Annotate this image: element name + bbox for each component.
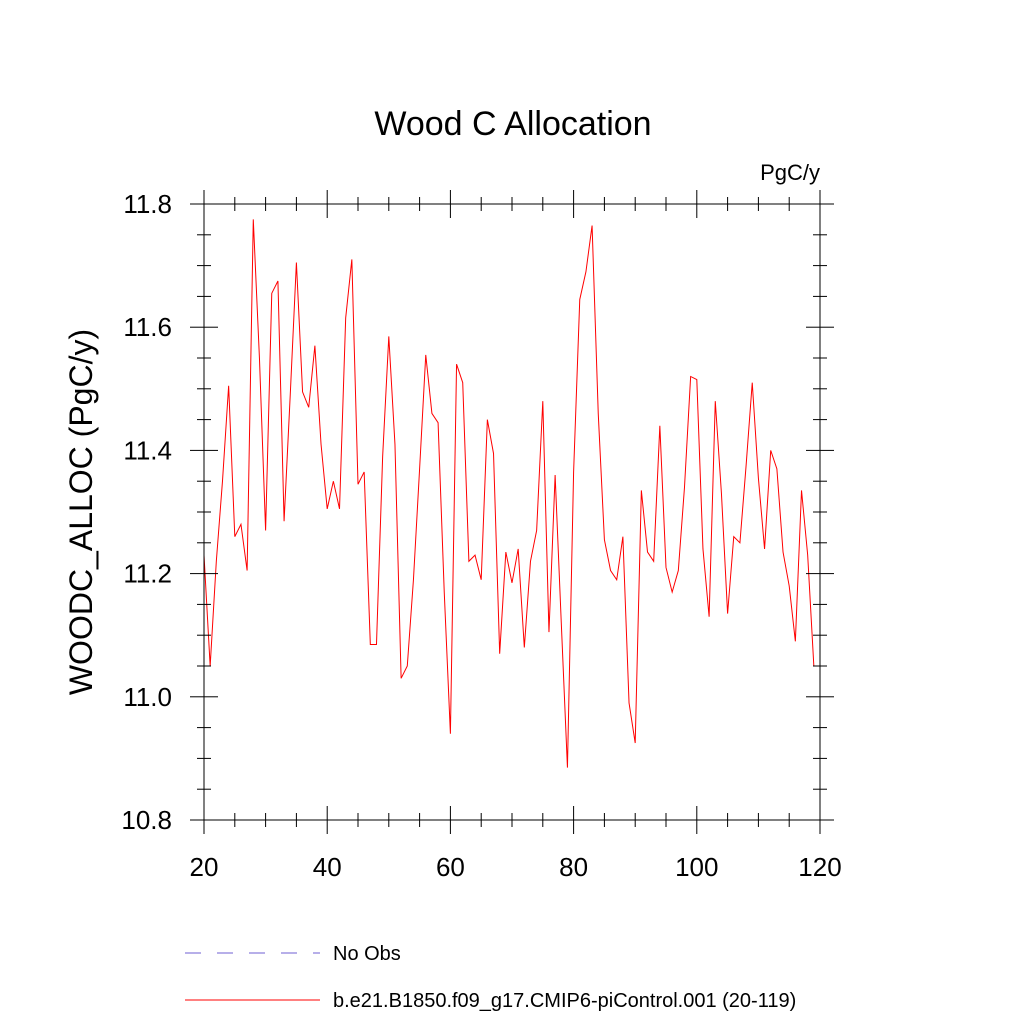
- tick-labels: 20 40 60 80 100 120 10.8 11.0 11.2 11.4 11.6 11.8: [121, 189, 841, 882]
- y-tick-label: 11.4: [123, 435, 172, 465]
- x-tick-label: 40: [313, 852, 342, 882]
- axis-ticks: [190, 190, 834, 834]
- x-tick-label: 80: [559, 852, 588, 882]
- x-tick-label: 100: [675, 852, 718, 882]
- legend: No Obs b.e21.B1850.f09_g17.CMIP6-piContr…: [185, 943, 796, 1012]
- plot-series: [203, 219, 815, 768]
- y-tick-label: 11.8: [123, 189, 172, 219]
- x-tick-label: 20: [190, 852, 219, 882]
- y-tick-label: 11.6: [123, 312, 172, 342]
- series-line: [203, 219, 815, 768]
- y-tick-label: 11.0: [123, 682, 172, 712]
- y-tick-label: 10.8: [121, 805, 172, 835]
- plot-frame: [203, 203, 821, 821]
- legend-label-no-obs: No Obs: [333, 943, 401, 965]
- x-tick-label: 120: [798, 852, 841, 882]
- units-label: PgC/y: [760, 160, 820, 185]
- y-tick-label: 11.2: [123, 559, 172, 589]
- x-tick-label: 60: [436, 852, 465, 882]
- legend-label-model: b.e21.B1850.f09_g17.CMIP6-piControl.001 …: [333, 990, 796, 1012]
- y-axis-label: WOODC_ALLOC (PgC/y): [63, 329, 99, 695]
- chart-title: Wood C Allocation: [374, 105, 651, 143]
